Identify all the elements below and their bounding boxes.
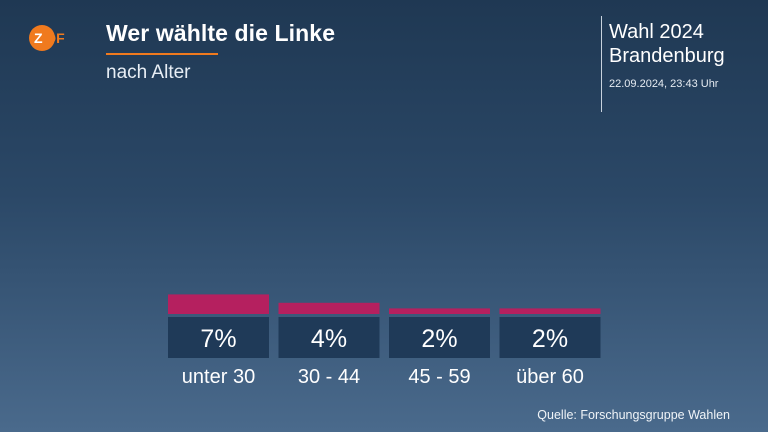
timestamp: 22.09.2024, 23:43 Uhr	[609, 78, 719, 90]
title-underline	[106, 53, 218, 55]
zdf-logo-z: Z	[34, 30, 43, 46]
category-label: 30 - 44	[298, 366, 360, 388]
value-label: 4%	[311, 325, 347, 353]
value-label: 2%	[421, 325, 457, 353]
zdf-logo-df: DF	[46, 30, 65, 46]
header-divider	[601, 16, 602, 112]
value-label-box	[389, 317, 490, 358]
election-name: Wahl 2024	[609, 21, 704, 43]
election-region: Brandenburg	[609, 45, 725, 67]
bar	[168, 294, 269, 314]
category-label: über 60	[516, 366, 584, 388]
zdf-logo: Z DF	[29, 25, 65, 51]
value-label-box	[499, 317, 601, 358]
bar	[499, 308, 601, 314]
bar	[278, 302, 380, 314]
chart-subtitle: nach Alter	[106, 62, 191, 83]
bar	[389, 308, 490, 314]
source-note: Quelle: Forschungsgruppe Wahlen	[537, 408, 730, 422]
value-label-box	[168, 317, 269, 358]
value-label-box	[278, 317, 380, 358]
chart-title: Wer wählte die Linke	[106, 20, 336, 46]
value-label: 2%	[532, 325, 568, 353]
election-info: Wahl 2024 Brandenburg	[609, 20, 725, 68]
category-label: unter 30	[182, 366, 255, 388]
category-label: 45 - 59	[408, 366, 470, 388]
value-label: 7%	[200, 325, 236, 353]
